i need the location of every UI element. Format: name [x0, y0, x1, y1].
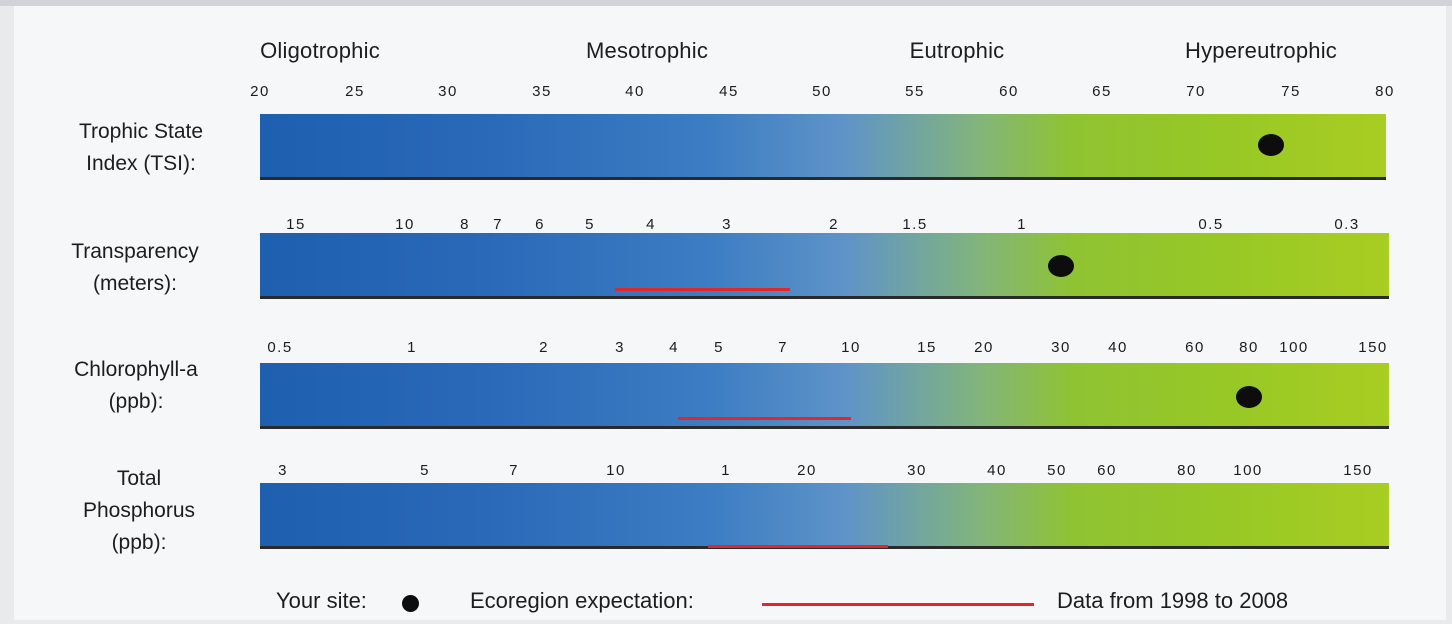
- tick-label: 10: [606, 462, 626, 479]
- tick-label: 5: [585, 216, 595, 233]
- tick-label: 60: [1097, 462, 1117, 479]
- tick-label: 5: [714, 339, 724, 356]
- tick-label: 70: [1186, 83, 1206, 100]
- tick-label: 1: [721, 462, 731, 479]
- row-label-phosphorus: Total Phosphorus (ppb):: [82, 467, 196, 554]
- tick-label: 3: [615, 339, 625, 356]
- tick-label: 15: [917, 339, 937, 356]
- tick-label: 7: [493, 216, 503, 233]
- expectation-line: [708, 545, 888, 548]
- tick-label: 65: [1092, 83, 1112, 100]
- tick-label: 45: [719, 83, 739, 100]
- tick-label: 4: [669, 339, 679, 356]
- tick-label: 150: [1343, 462, 1373, 479]
- tick-label: 60: [1185, 339, 1205, 356]
- tick-label: 7: [778, 339, 788, 356]
- tsi-bar: [260, 114, 1386, 180]
- tick-label: 20: [250, 83, 270, 100]
- site-marker: [1258, 134, 1284, 156]
- tick-label: 8: [460, 216, 470, 233]
- top-strip: [0, 0, 1452, 6]
- site-marker: [1236, 386, 1262, 408]
- category-hypereutrophic: Hypereutrophic: [1185, 38, 1337, 63]
- tick-label: 0.5: [1198, 216, 1224, 233]
- row-label-tsi: Trophic State Index (TSI):: [78, 120, 204, 175]
- site-marker: [1048, 255, 1074, 277]
- expectation-line: [678, 417, 851, 420]
- tick-label: 1.5: [902, 216, 928, 233]
- legend-data-range: Data from 1998 to 2008: [1057, 588, 1289, 613]
- tick-label: 4: [646, 216, 656, 233]
- legend-expectation-line: [762, 603, 1034, 606]
- tick-label: 20: [797, 462, 817, 479]
- tick-label: 40: [625, 83, 645, 100]
- tick-label: 150: [1358, 339, 1388, 356]
- tick-label: 50: [812, 83, 832, 100]
- legend-site-marker: [402, 595, 419, 612]
- tick-label: 35: [532, 83, 552, 100]
- tick-label: 30: [907, 462, 927, 479]
- row-label-transparency: Transparency (meters):: [71, 240, 199, 295]
- tick-label: 50: [1047, 462, 1067, 479]
- tick-label: 80: [1239, 339, 1259, 356]
- legend-site-label: Your site:: [276, 588, 367, 613]
- tick-label: 80: [1177, 462, 1197, 479]
- tick-label: 60: [999, 83, 1019, 100]
- tick-label: 2: [829, 216, 839, 233]
- tick-label: 100: [1279, 339, 1309, 356]
- tick-label: 30: [438, 83, 458, 100]
- tick-label: 3: [722, 216, 732, 233]
- tick-label: 6: [535, 216, 545, 233]
- tick-label: 40: [987, 462, 1007, 479]
- tick-label: 40: [1108, 339, 1128, 356]
- tick-label: 30: [1051, 339, 1071, 356]
- tick-label: 2: [539, 339, 549, 356]
- tick-label: 5: [420, 462, 430, 479]
- phosphorus-bar: [260, 483, 1389, 549]
- tick-label: 7: [509, 462, 519, 479]
- category-mesotrophic: Mesotrophic: [585, 38, 709, 63]
- legend-expectation-label: Ecoregion expectation:: [470, 588, 694, 613]
- row-label-chlorophyll: Chlorophyll-a (ppb):: [74, 358, 198, 413]
- tick-label: 10: [841, 339, 861, 356]
- tick-label: 10: [395, 216, 415, 233]
- tick-label: 80: [1375, 83, 1395, 100]
- tick-label: 25: [345, 83, 365, 100]
- expectation-line: [615, 288, 790, 291]
- tick-label: 15: [286, 216, 306, 233]
- category-oligotrophic: Oligotrophic: [260, 38, 380, 63]
- tick-label: 1: [1017, 216, 1027, 233]
- tick-label: 1: [407, 339, 417, 356]
- tick-label: 55: [905, 83, 925, 100]
- tick-label: 20: [974, 339, 994, 356]
- tick-label: 100: [1233, 462, 1263, 479]
- tick-label: 0.5: [267, 339, 293, 356]
- tick-label: 3: [278, 462, 288, 479]
- tick-label: 75: [1281, 83, 1301, 100]
- tick-label: 0.3: [1334, 216, 1360, 233]
- category-eutrophic: Eutrophic: [909, 38, 1005, 63]
- transparency-bar: [260, 233, 1389, 299]
